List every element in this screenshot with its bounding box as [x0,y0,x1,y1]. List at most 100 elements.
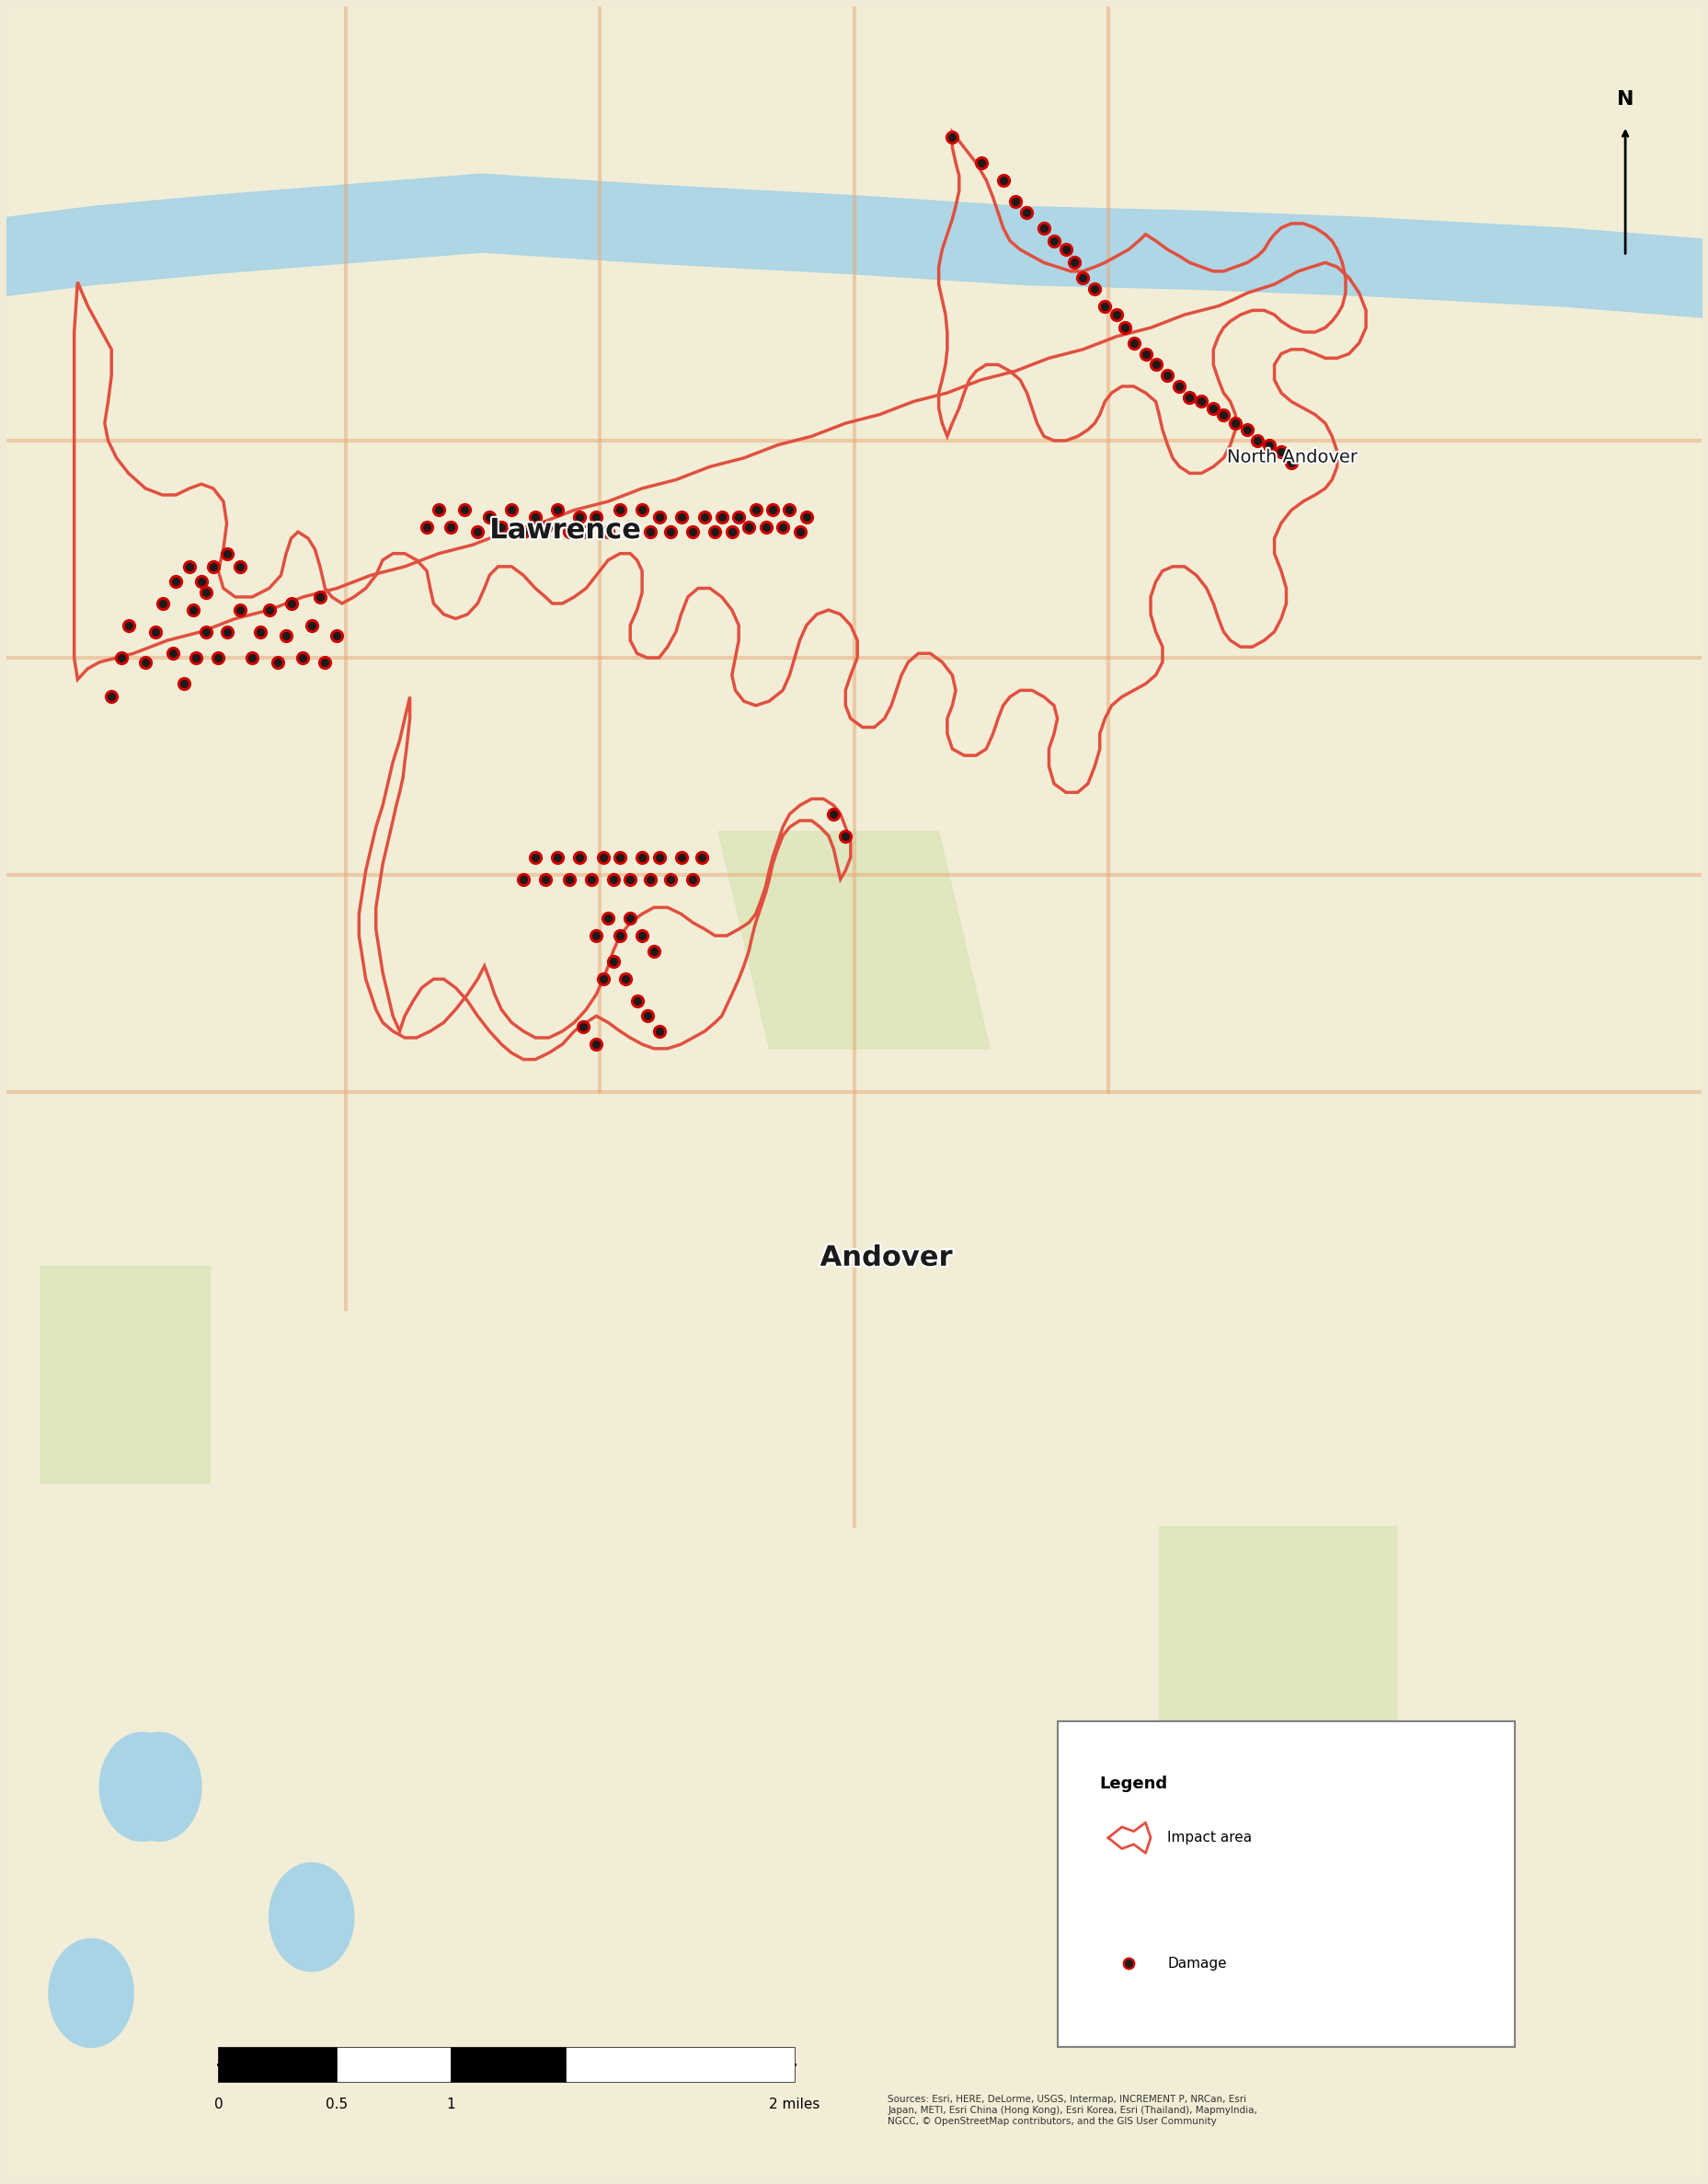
Point [1120,325,1148,360]
Point [214,614,241,649]
Point [159,636,186,670]
Point [565,841,593,876]
Point [606,841,634,876]
Point [188,563,215,598]
Text: North Andover: North Andover [1226,448,1358,465]
Point [582,917,610,952]
Point [967,146,994,181]
Point [1167,369,1194,404]
Point [680,863,707,898]
Point [176,548,203,583]
Point [227,592,254,627]
Point [1091,288,1119,323]
Point [680,515,707,550]
Point [658,863,685,898]
Point [606,917,634,952]
Point [521,841,548,876]
Point [1278,446,1305,480]
Point [205,640,232,675]
Point [277,585,304,620]
Point [437,511,465,546]
Point [1199,391,1226,426]
Point [646,500,673,535]
Point [413,511,441,546]
Point [531,863,559,898]
Point [531,863,559,898]
Text: 0: 0 [214,2097,222,2112]
Point [311,644,338,679]
Point [589,961,617,996]
Point [1013,194,1040,229]
Point [569,1009,596,1044]
Point [227,592,254,627]
Point [306,579,333,614]
Point [521,841,548,876]
Point [555,863,582,898]
Point [572,515,600,550]
Point [1155,358,1182,393]
Point [600,943,627,978]
Point [1221,406,1249,441]
Point [623,983,651,1018]
Point [1091,288,1119,323]
Point [179,592,207,627]
Point [611,961,639,996]
Point [582,917,610,952]
Circle shape [270,1863,354,1972]
Point [1132,336,1160,371]
Text: Damage: Damage [1168,1957,1226,1970]
Point [939,120,967,155]
Point [726,500,753,535]
Point [646,500,673,535]
Point [509,515,536,550]
Point [531,511,559,546]
Point [1177,380,1204,415]
Point [1112,310,1139,345]
Point [668,500,695,535]
Point [1187,384,1214,419]
Point [97,679,125,714]
Point [179,592,207,627]
Point [193,614,220,649]
Point [634,998,661,1033]
Point [606,917,634,952]
Point [451,494,478,529]
Point [97,679,125,714]
Point [1255,428,1283,463]
Point [1233,413,1261,448]
Point [1013,194,1040,229]
Point [265,644,292,679]
Point [1209,397,1237,432]
Point [488,511,516,546]
Point [1052,232,1079,266]
Point [629,494,656,529]
Point [227,548,254,583]
Point [1233,413,1261,448]
Point [793,500,820,535]
Point [1187,384,1214,419]
Point [1040,223,1068,258]
Point [477,500,504,535]
Text: Impact area: Impact area [1168,1830,1252,1845]
Point [465,515,492,550]
Point [617,863,644,898]
Point [629,917,656,952]
Point [509,863,536,898]
Point [577,863,605,898]
Point [769,511,796,546]
Point [594,515,622,550]
Point [499,494,526,529]
Point [741,494,769,529]
Point [594,900,622,935]
Point [1115,1946,1143,1981]
Point [297,607,325,642]
Point [629,494,656,529]
Point [1221,406,1249,441]
Point [1243,424,1271,459]
Point [775,494,803,529]
Point [451,494,478,529]
Point [1115,1946,1143,1981]
Point [939,120,967,155]
Point [758,494,786,529]
Point [582,500,610,535]
